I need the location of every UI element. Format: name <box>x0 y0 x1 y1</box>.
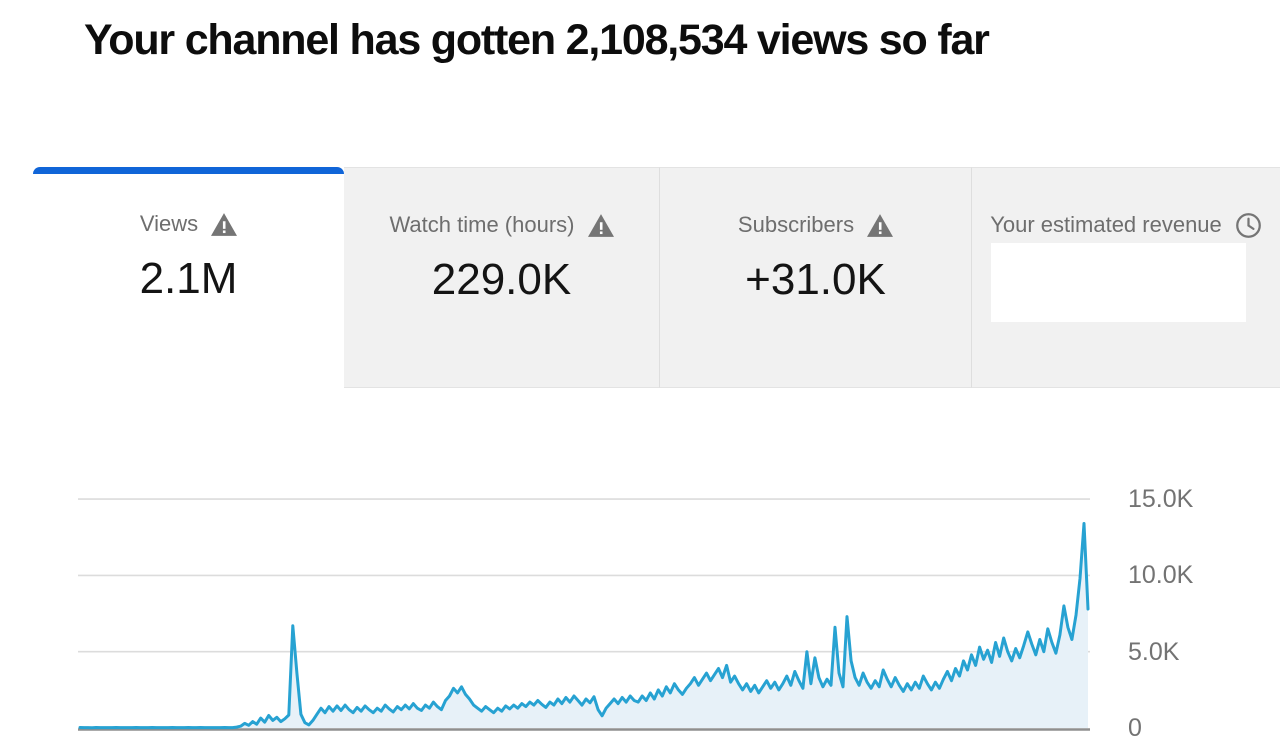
y-axis-tick-label: 10.0K <box>1128 561 1194 589</box>
tab-watch-time[interactable]: Watch time (hours) 229.0K <box>344 167 659 388</box>
active-tab-indicator <box>33 167 344 174</box>
warning-icon <box>211 212 238 236</box>
views-chart[interactable]: 15.0K 10.0K 5.0K 0 <box>0 430 1280 740</box>
warning-icon <box>867 213 894 237</box>
tab-watch-time-value: 229.0K <box>431 255 572 304</box>
tab-views-value: 2.1M <box>139 254 238 303</box>
revenue-value-redacted <box>991 243 1246 322</box>
tab-views-label: Views <box>139 211 199 236</box>
tab-revenue-value: +31.0K <box>745 255 886 304</box>
clock-icon <box>1235 212 1261 238</box>
tab-views[interactable]: Views 2.1M <box>33 167 344 388</box>
y-axis-tick-label: 5.0K <box>1128 638 1180 666</box>
tab-estimated-revenue[interactable]: Your estimated revenue <box>971 167 1280 388</box>
tab-estimated-revenue-label: Your estimated revenue <box>990 212 1222 237</box>
tab-watch-time-label: Watch time (hours) <box>389 212 575 237</box>
warning-icon <box>587 213 614 237</box>
y-axis-tick-label: 0 <box>1128 714 1142 740</box>
metric-tab-bar: Views 2.1M Watch time (hours) 229.0K Sub… <box>33 167 1280 388</box>
y-axis-tick-label: 15.0K <box>1128 485 1194 513</box>
tab-subscribers-label: Subscribers <box>737 212 855 237</box>
tab-subscribers[interactable]: Subscribers +31.0K <box>659 167 971 388</box>
page-title: Your channel has gotten 2,108,534 views … <box>84 16 990 64</box>
